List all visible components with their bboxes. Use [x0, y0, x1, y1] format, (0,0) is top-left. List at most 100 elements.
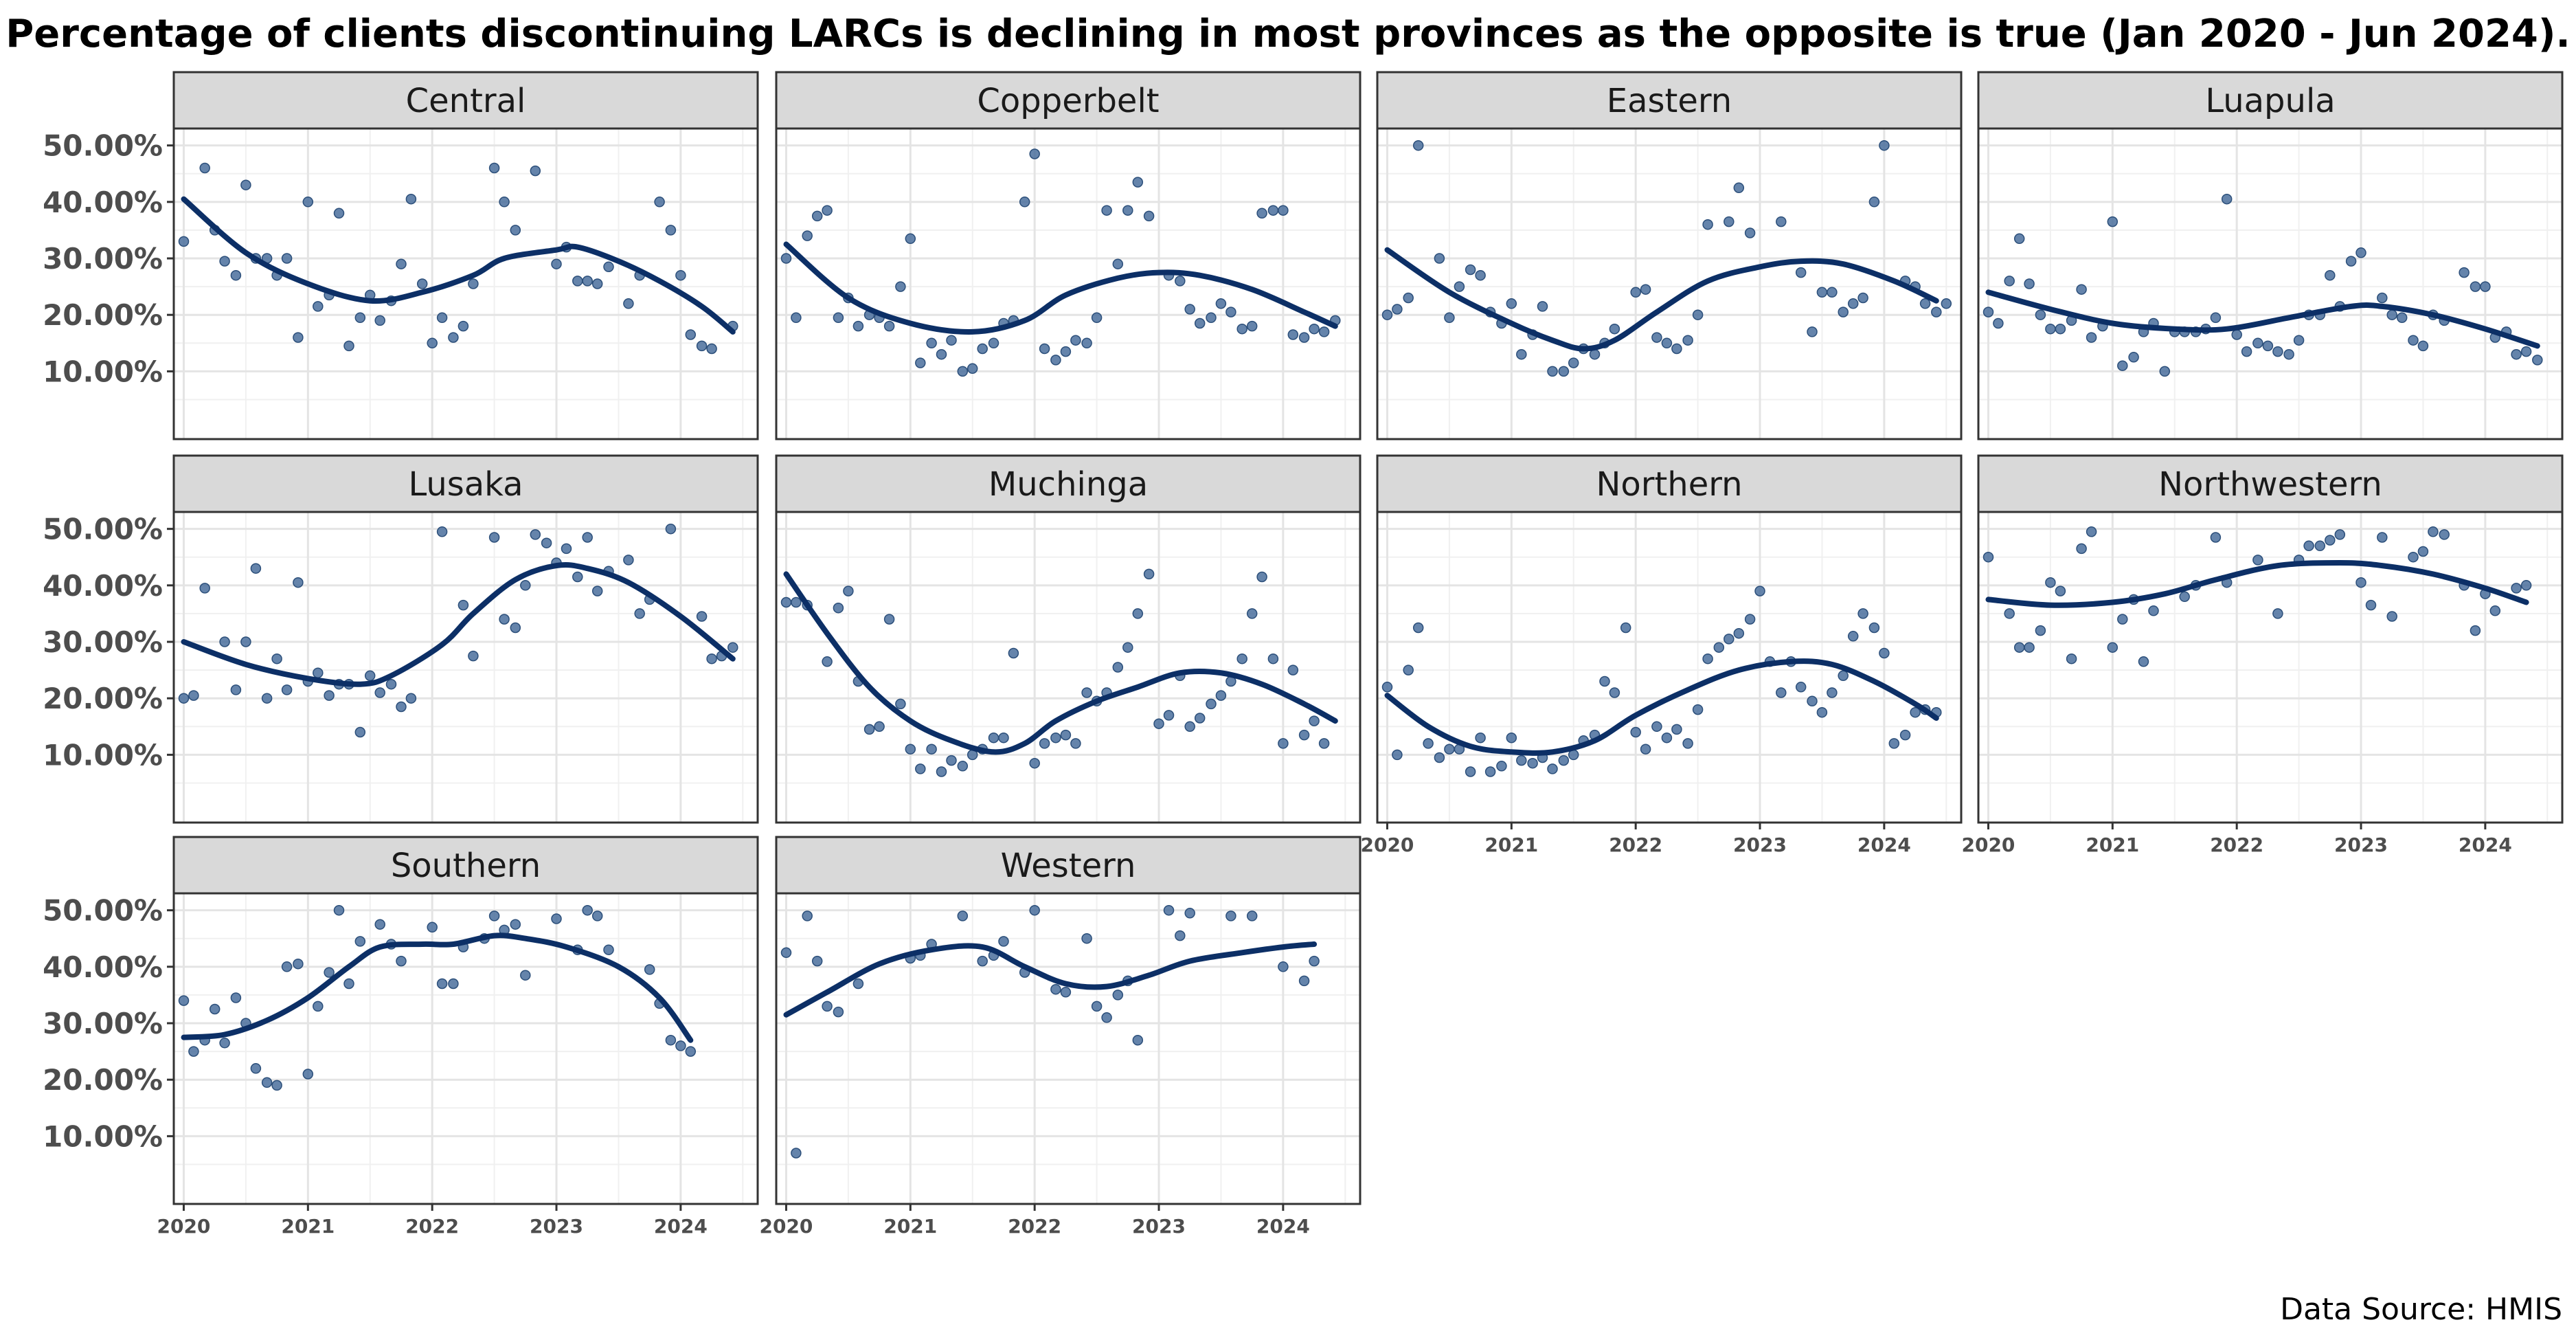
- data-point: [1444, 744, 1455, 755]
- data-point: [1692, 704, 1704, 715]
- y-tick-label: 10.00%: [43, 1119, 163, 1153]
- x-tick-label: 2021: [1484, 834, 1538, 856]
- data-point: [2386, 309, 2397, 320]
- plot-area: [1377, 512, 1961, 823]
- data-point: [448, 978, 459, 990]
- data-point: [1298, 729, 1310, 741]
- data-point: [281, 253, 293, 264]
- data-point: [1132, 177, 1144, 188]
- data-point: [457, 599, 469, 611]
- data-point: [1484, 766, 1496, 777]
- data-point: [2532, 355, 2543, 366]
- data-point: [603, 261, 614, 273]
- facet-panel: Central 10.00% 20.00% 30.00% 40.00% 50.00%: [43, 71, 759, 440]
- data-point: [915, 763, 926, 774]
- data-point: [802, 230, 813, 241]
- x-tick-label: 2024: [654, 1215, 708, 1238]
- data-point: [1163, 710, 1175, 721]
- data-point: [654, 197, 665, 208]
- data-point: [199, 583, 210, 594]
- data-point: [1599, 675, 1610, 687]
- data-point: [2004, 608, 2015, 619]
- data-point: [623, 555, 634, 566]
- data-point: [354, 312, 366, 324]
- data-point: [675, 1040, 686, 1051]
- data-point: [1516, 348, 1527, 360]
- data-point: [1816, 706, 1828, 718]
- data-point: [1101, 205, 1112, 216]
- data-point: [2045, 577, 2056, 588]
- data-point: [2138, 656, 2149, 667]
- facet-panel: Northwestern 2020 2021 2022 2023 2024: [1961, 454, 2564, 856]
- data-point: [905, 744, 916, 755]
- data-point: [2024, 642, 2035, 653]
- data-point: [1070, 738, 1081, 749]
- data-point: [1163, 904, 1175, 916]
- data-point: [946, 335, 957, 346]
- data-point: [946, 755, 957, 766]
- data-point: [468, 650, 479, 662]
- facet-panel: Lusaka 10.00% 20.00% 30.00% 40.00% 50.00%: [43, 454, 759, 824]
- data-point: [354, 936, 366, 947]
- data-point: [1029, 904, 1040, 916]
- data-point: [219, 636, 230, 647]
- y-tick-label: 10.00%: [43, 355, 163, 388]
- data-point: [1019, 197, 1030, 208]
- plot-area: [1978, 512, 2562, 823]
- data-point: [915, 357, 926, 368]
- data-point: [302, 1069, 314, 1080]
- data-point: [2417, 546, 2429, 557]
- data-point: [591, 911, 603, 922]
- data-point: [1256, 208, 1267, 219]
- data-point: [436, 526, 448, 537]
- data-point: [1122, 205, 1133, 216]
- data-point: [293, 958, 304, 970]
- data-point: [1724, 216, 1735, 227]
- data-point: [2408, 551, 2419, 563]
- data-point: [1309, 323, 1320, 335]
- panel-border: [1977, 127, 2564, 440]
- data-point: [2386, 611, 2397, 622]
- data-point: [2055, 323, 2066, 335]
- data-point: [1609, 687, 1620, 698]
- data-point: [520, 580, 531, 591]
- data-point: [1112, 662, 1124, 673]
- x-tick-label: 2023: [1132, 1215, 1186, 1238]
- data-point: [2024, 278, 2035, 289]
- data-point: [188, 1046, 199, 1057]
- data-point: [2355, 577, 2366, 588]
- data-point: [1475, 732, 1486, 744]
- facet-strip-label: Northern: [1596, 465, 1742, 504]
- facet-strip-label: Luapula: [2205, 82, 2335, 120]
- data-point: [1029, 148, 1040, 159]
- facet-panel: Copperbelt: [775, 71, 1362, 440]
- minor-gridlines: [1978, 512, 2562, 823]
- data-point: [1101, 1012, 1112, 1023]
- x-tick-label: 2020: [759, 1215, 813, 1238]
- data-point: [2314, 540, 2326, 552]
- data-point: [1910, 706, 1921, 718]
- data-point: [1143, 210, 1155, 222]
- y-tick-label: 50.00%: [43, 129, 163, 163]
- data-point: [2117, 614, 2128, 625]
- data-point: [1651, 332, 1662, 343]
- x-tick-label: 2024: [1256, 1215, 1310, 1238]
- data-point: [333, 904, 345, 916]
- data-point: [261, 693, 273, 704]
- data-point: [2283, 348, 2294, 360]
- data-point: [230, 269, 242, 281]
- data-point: [261, 1077, 273, 1088]
- data-point: [1744, 614, 1756, 625]
- data-point: [2272, 346, 2283, 357]
- data-point: [1807, 326, 1818, 337]
- data-point: [685, 329, 697, 340]
- data-point: [1733, 182, 1745, 194]
- data-point: [572, 571, 583, 583]
- facet-panel: Northern 2020 2021 2022 2023 2024: [1360, 454, 1963, 856]
- data-point: [1008, 647, 1019, 659]
- y-tick-label: 20.00%: [43, 1063, 163, 1097]
- data-point: [2459, 267, 2470, 278]
- data-point: [1682, 335, 1693, 346]
- data-point: [1682, 738, 1693, 749]
- data-point: [582, 532, 593, 543]
